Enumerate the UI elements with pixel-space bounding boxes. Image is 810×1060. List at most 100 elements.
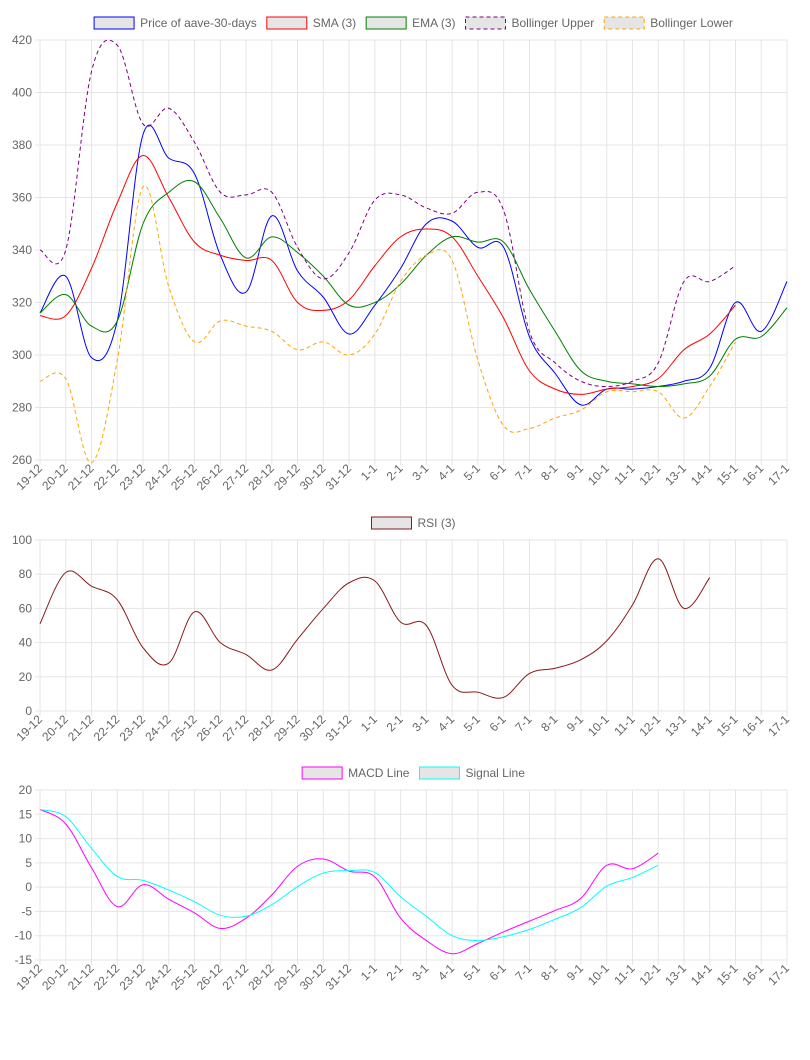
x-tick-label: 21-12: [65, 961, 97, 993]
x-tick-label: 25-12: [168, 961, 200, 993]
chart-grid: [35, 789, 788, 965]
y-tick-label: 360: [12, 191, 32, 205]
legend-label: EMA (3): [412, 16, 455, 30]
y-tick-label: 380: [12, 138, 32, 152]
x-tick-label: 6-1: [487, 961, 509, 983]
y-tick-label: -5: [21, 904, 32, 918]
y-tick-label: 20: [19, 783, 33, 797]
x-tick-label: 1-1: [358, 461, 380, 483]
legend-item[interactable]: Bollinger Lower: [603, 16, 733, 30]
x-tick-label: 14-1: [688, 712, 715, 739]
x-tick-label: 1-1: [358, 712, 380, 734]
legend[interactable]: MACD Line Signal Line: [301, 766, 525, 780]
x-tick-label: 7-1: [512, 712, 534, 734]
y-axis-ticks: -15 -10 -5 0 5 10 15 20: [15, 783, 33, 967]
x-tick-label: 4-1: [435, 961, 457, 983]
x-tick-label: 28-12: [245, 961, 277, 993]
y-tick-label: 10: [19, 832, 33, 846]
x-tick-label: 21-12: [65, 461, 97, 493]
series-line-sma-3: [39, 154, 736, 395]
x-tick-label: 11-1: [611, 712, 637, 738]
x-tick-label: 22-12: [91, 961, 123, 993]
x-tick-label: 23-12: [117, 961, 149, 993]
legend-swatch: [266, 16, 308, 30]
x-tick-label: 31-12: [323, 461, 355, 493]
x-tick-label: 13-1: [662, 712, 689, 739]
x-tick-label: 24-12: [142, 961, 174, 993]
y-tick-label: 15: [19, 807, 33, 821]
x-tick-label: 8-1: [538, 461, 560, 483]
y-tick-label: 100: [12, 533, 32, 547]
y-tick-label: 420: [12, 33, 32, 47]
legend[interactable]: Price of aave-30-days SMA (3) EMA (3) Bolli…: [93, 16, 733, 30]
x-tick-label: 29-12: [271, 461, 303, 493]
x-tick-label: 24-12: [142, 712, 174, 744]
x-tick-label: 2-1: [384, 712, 406, 734]
x-tick-label: 30-12: [297, 961, 329, 993]
x-tick-label: 2-1: [384, 961, 406, 983]
x-tick-label: 13-1: [662, 461, 689, 488]
y-tick-label: 320: [12, 296, 32, 310]
y-tick-label: 60: [19, 601, 33, 615]
x-tick-label: 15-1: [714, 461, 741, 488]
series-line-bollinger-lower: [39, 185, 736, 464]
legend-item[interactable]: EMA (3): [365, 16, 455, 30]
y-tick-label: 260: [12, 453, 32, 467]
x-tick-label: 15-1: [714, 712, 741, 739]
x-tick-label: 28-12: [245, 712, 277, 744]
legend[interactable]: RSI (3): [370, 516, 456, 530]
x-tick-label: 26-12: [194, 461, 226, 493]
legend-label: Bollinger Upper: [511, 16, 594, 30]
x-tick-label: 12-1: [636, 461, 663, 488]
y-axis-ticks: 260 280 300 320 340 360 380 400 420: [12, 33, 32, 467]
x-tick-label: 15-1: [714, 961, 741, 988]
x-tick-label: 16-1: [739, 461, 766, 488]
legend-swatch: [603, 16, 645, 30]
x-tick-label: 3-1: [409, 961, 431, 983]
x-tick-label: 20-12: [39, 712, 71, 744]
x-tick-label: 22-12: [91, 461, 123, 493]
y-tick-label: 80: [19, 567, 33, 581]
x-tick-label: 11-1: [611, 961, 637, 987]
x-tick-label: 27-12: [220, 961, 252, 993]
x-tick-label: 9-1: [564, 461, 586, 483]
x-tick-label: 31-12: [323, 712, 355, 744]
x-tick-label: 5-1: [461, 461, 483, 483]
legend-item[interactable]: Price of aave-30-days: [93, 16, 257, 30]
legend-label: Signal Line: [465, 766, 525, 780]
legend-item[interactable]: SMA (3): [266, 16, 356, 30]
chart-grid: [35, 39, 788, 465]
x-tick-label: 20-12: [39, 461, 71, 493]
x-tick-label: 3-1: [409, 712, 431, 734]
chart-rsi: 0 20 40 60 80 100 19-1220-1221-1222-1223-1224-…: [12, 516, 792, 744]
x-tick-label: 13-1: [662, 961, 689, 988]
x-tick-label: 10-1: [585, 961, 612, 988]
y-tick-label: 5: [25, 856, 32, 870]
x-axis-ticks: 19-1220-1221-1222-1223-1224-1225-1226-12…: [14, 461, 793, 493]
series-line-rsi-3: [39, 558, 711, 699]
legend-label: Bollinger Lower: [650, 16, 733, 30]
legend-item[interactable]: RSI (3): [370, 516, 456, 530]
x-tick-label: 4-1: [435, 461, 457, 483]
chart-macd: -15 -10 -5 0 5 10 15 20 19-1220-1221-1222-1223-1…: [14, 766, 793, 993]
chart-grid: [35, 539, 788, 716]
x-tick-label: 17-1: [765, 961, 792, 988]
x-tick-label: 26-12: [194, 961, 226, 993]
legend-item[interactable]: MACD Line: [301, 766, 410, 780]
x-axis-ticks: 19-1220-1221-1222-1223-1224-1225-1226-12…: [14, 961, 793, 993]
x-tick-label: 17-1: [765, 712, 792, 739]
x-tick-label: 21-12: [65, 712, 97, 744]
legend-label: RSI (3): [417, 516, 455, 530]
x-tick-label: 31-12: [323, 961, 355, 993]
x-tick-label: 6-1: [487, 712, 509, 734]
chart-price: 260 280 300 320 340 360 380 400 420 19-1220-1221-…: [12, 16, 792, 493]
x-tick-label: 12-1: [636, 961, 663, 988]
y-tick-label: 400: [12, 86, 32, 100]
y-tick-label: 280: [12, 401, 32, 415]
legend-item[interactable]: Signal Line: [418, 766, 525, 780]
x-tick-label: 30-12: [297, 712, 329, 744]
legend-swatch: [365, 16, 407, 30]
x-tick-label: 10-1: [585, 712, 612, 739]
legend-item[interactable]: Bollinger Upper: [464, 16, 594, 30]
